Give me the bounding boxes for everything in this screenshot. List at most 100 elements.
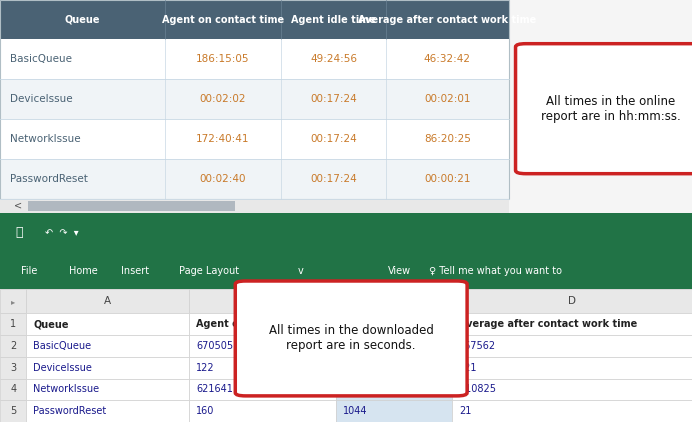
- Bar: [190, 335, 336, 357]
- Text: BasicQueue: BasicQueue: [10, 54, 73, 64]
- Text: ⎙: ⎙: [15, 227, 23, 239]
- Bar: [453, 289, 692, 314]
- Text: 2: 2: [10, 341, 17, 351]
- Text: 1044: 1044: [343, 362, 367, 373]
- Text: 186:15:05: 186:15:05: [196, 54, 250, 64]
- Bar: [0, 379, 26, 400]
- Bar: [26, 335, 190, 357]
- Bar: [0, 400, 26, 422]
- Text: All times in the online
report are in hh:mm:ss.: All times in the online report are in hh…: [541, 95, 680, 123]
- Text: 172:40:41: 172:40:41: [196, 134, 250, 144]
- Text: C: C: [390, 296, 398, 306]
- Text: All times in the downloaded
report are in seconds.: All times in the downloaded report are i…: [268, 325, 434, 352]
- Bar: [0, 199, 509, 213]
- Bar: [336, 400, 453, 422]
- Bar: [26, 379, 190, 400]
- Bar: [336, 289, 453, 314]
- Text: Insert: Insert: [121, 266, 149, 276]
- Bar: [0, 119, 509, 159]
- Bar: [190, 357, 336, 379]
- Bar: [336, 357, 453, 379]
- Text: 00:00:21: 00:00:21: [424, 174, 471, 184]
- Text: 160: 160: [197, 406, 215, 416]
- Text: Page Layout: Page Layout: [179, 266, 239, 276]
- Text: 00:17:24: 00:17:24: [310, 174, 357, 184]
- Bar: [190, 314, 336, 335]
- Text: 3: 3: [10, 362, 16, 373]
- Bar: [0, 213, 692, 253]
- Text: Home: Home: [69, 266, 98, 276]
- Text: 121: 121: [459, 362, 477, 373]
- Bar: [336, 379, 453, 400]
- Bar: [26, 314, 190, 335]
- Bar: [453, 335, 692, 357]
- Bar: [0, 289, 26, 314]
- Text: DeviceIssue: DeviceIssue: [33, 362, 92, 373]
- Bar: [336, 314, 453, 335]
- Text: <: <: [14, 201, 22, 211]
- Text: BasicQueue: BasicQueue: [33, 341, 91, 351]
- Bar: [0, 335, 26, 357]
- Text: Agent idle time: Agent idle time: [343, 319, 428, 329]
- Text: Agent on contact time: Agent on contact time: [162, 15, 284, 25]
- Bar: [336, 335, 453, 357]
- FancyBboxPatch shape: [235, 281, 467, 396]
- Bar: [26, 289, 190, 314]
- Text: 00:02:40: 00:02:40: [200, 174, 246, 184]
- Bar: [0, 0, 509, 199]
- Text: File: File: [21, 266, 37, 276]
- Bar: [0, 79, 509, 119]
- Bar: [0, 314, 26, 335]
- Text: 5: 5: [10, 406, 17, 416]
- Text: 621641: 621641: [197, 384, 233, 395]
- Text: 49:24:56: 49:24:56: [310, 54, 357, 64]
- Text: 177896: 177896: [343, 341, 380, 351]
- Text: B: B: [259, 296, 266, 306]
- Text: ↶  ↷  ▾: ↶ ↷ ▾: [45, 228, 79, 238]
- Text: View: View: [388, 266, 410, 276]
- Text: 1044: 1044: [343, 384, 367, 395]
- Bar: [453, 314, 692, 335]
- Text: DeviceIssue: DeviceIssue: [10, 94, 73, 104]
- Bar: [26, 400, 190, 422]
- Text: 1044: 1044: [343, 406, 367, 416]
- Text: Agent idle time: Agent idle time: [291, 15, 376, 25]
- FancyBboxPatch shape: [516, 44, 692, 174]
- Text: PasswordReset: PasswordReset: [33, 406, 107, 416]
- Bar: [453, 379, 692, 400]
- Text: v: v: [298, 266, 303, 276]
- Text: D: D: [568, 296, 576, 306]
- Text: Average after contact work time: Average after contact work time: [459, 319, 637, 329]
- Text: 122: 122: [197, 362, 215, 373]
- Bar: [190, 289, 336, 314]
- Bar: [190, 379, 336, 400]
- Bar: [453, 357, 692, 379]
- Bar: [190, 400, 336, 422]
- Text: 00:17:24: 00:17:24: [310, 134, 357, 144]
- Text: ♀ Tell me what you want to: ♀ Tell me what you want to: [429, 266, 562, 276]
- Bar: [28, 201, 235, 211]
- Text: 310825: 310825: [459, 384, 496, 395]
- Text: NetworkIssue: NetworkIssue: [33, 384, 100, 395]
- Text: ▸: ▸: [11, 297, 15, 306]
- Text: A: A: [104, 296, 111, 306]
- Bar: [0, 289, 692, 314]
- Text: 00:02:02: 00:02:02: [200, 94, 246, 104]
- Text: Queue: Queue: [33, 319, 69, 329]
- Bar: [0, 0, 509, 39]
- Bar: [26, 357, 190, 379]
- Bar: [453, 400, 692, 422]
- Text: Agent on contact time: Agent on contact time: [197, 319, 318, 329]
- Text: 00:17:24: 00:17:24: [310, 94, 357, 104]
- Text: 4: 4: [10, 384, 16, 395]
- Text: Average after contact work time: Average after contact work time: [358, 15, 536, 25]
- Text: 21: 21: [459, 406, 472, 416]
- Text: NetworkIssue: NetworkIssue: [10, 134, 81, 144]
- Text: 86:20:25: 86:20:25: [424, 134, 471, 144]
- Text: 46:32:42: 46:32:42: [424, 54, 471, 64]
- Bar: [0, 253, 692, 289]
- Bar: [0, 39, 509, 79]
- Text: 167562: 167562: [459, 341, 496, 351]
- Text: 670505: 670505: [197, 341, 233, 351]
- Bar: [0, 357, 26, 379]
